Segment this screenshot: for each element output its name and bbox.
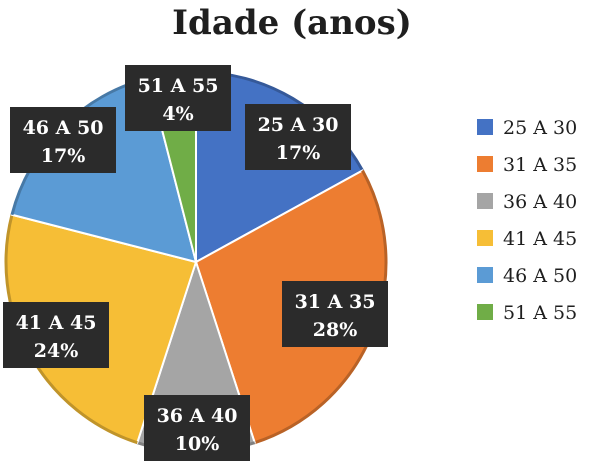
data-label-25-a-30: 25 A 30 17%	[245, 104, 351, 170]
data-label-value: 17%	[41, 145, 86, 167]
data-label-category: 31 A 35	[295, 291, 376, 313]
legend-swatch	[477, 267, 493, 283]
data-label-41-a-45: 41 A 45 24%	[3, 302, 109, 368]
legend-item-51-a-55: 51 A 55	[477, 302, 577, 324]
legend-swatch	[477, 304, 493, 320]
legend-label: 25 A 30	[503, 117, 577, 139]
data-label-value: 17%	[276, 142, 321, 164]
legend-label: 46 A 50	[503, 265, 577, 287]
legend-item-41-a-45: 41 A 45	[477, 228, 577, 250]
data-label-category: 41 A 45	[16, 312, 97, 334]
legend-item-25-a-30: 25 A 30	[477, 117, 577, 139]
legend-label: 51 A 55	[503, 302, 577, 324]
data-label-box	[3, 302, 109, 368]
legend-item-36-a-40: 36 A 40	[477, 191, 577, 213]
data-label-value: 28%	[313, 319, 358, 341]
data-label-value: 4%	[162, 103, 193, 125]
data-label-category: 46 A 50	[23, 117, 104, 139]
data-label-51-a-55: 51 A 55 4%	[125, 65, 231, 131]
legend-item-31-a-35: 31 A 35	[477, 154, 577, 176]
data-label-31-a-35: 31 A 35 28%	[282, 281, 388, 347]
data-label-36-a-40: 36 A 40 10%	[144, 395, 250, 461]
data-label-box	[144, 395, 250, 461]
data-labels: 25 A 30 17% 31 A 35 28% 36 A 40 10% 41 A 45 24%…	[3, 65, 388, 461]
data-label-value: 24%	[34, 340, 79, 362]
legend-swatch	[477, 193, 493, 209]
data-label-category: 51 A 55	[138, 75, 219, 97]
legend-label: 41 A 45	[503, 228, 577, 250]
legend-swatch	[477, 119, 493, 135]
legend-item-46-a-50: 46 A 50	[477, 265, 577, 287]
data-label-box	[10, 107, 116, 173]
legend-swatch	[477, 230, 493, 246]
data-label-category: 25 A 30	[258, 114, 339, 136]
data-label-value: 10%	[175, 433, 220, 455]
legend-label: 36 A 40	[503, 191, 577, 213]
data-label-category: 36 A 40	[157, 405, 238, 427]
legend-label: 31 A 35	[503, 154, 577, 176]
data-label-box	[282, 281, 388, 347]
data-label-box	[245, 104, 351, 170]
data-label-46-a-50: 46 A 50 17%	[10, 107, 116, 173]
legend: 25 A 30 31 A 35 36 A 40 41 A 45 46 A 50 51 A …	[477, 117, 577, 324]
legend-swatch	[477, 156, 493, 172]
data-label-box	[125, 65, 231, 131]
chart-title: Idade (anos)	[172, 3, 412, 43]
